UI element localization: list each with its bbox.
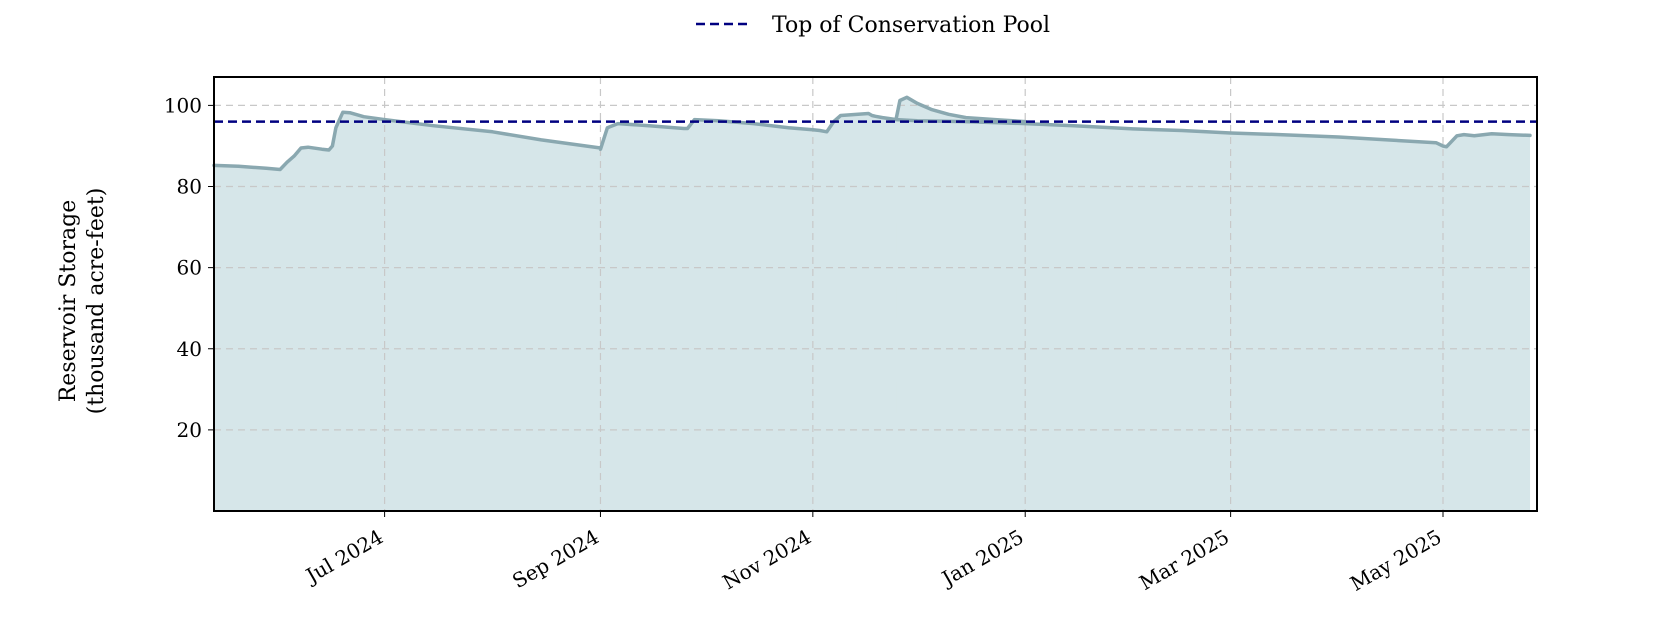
plot-frame	[213, 76, 1538, 512]
storage-series-line-0	[212, 110, 1532, 172]
y-axis-label-line-2: (thousand acre-feet)	[84, 188, 109, 415]
y-tick-label: 100	[164, 93, 202, 117]
y-axis-label: Reservoir Storage (thousand acre-feet)	[56, 188, 109, 415]
x-tick-label: Mar 2025	[1135, 525, 1233, 595]
legend: Top of Conservation Pool	[696, 13, 1050, 38]
plot-area: 20 40 60 80 100 Jul 2024 Sep 2024 Nov 2024 Jan 2…	[164, 76, 1538, 596]
storage-series-line-1	[894, 95, 1027, 124]
storage-area-fill	[214, 112, 1531, 512]
y-tick-label: 40	[177, 337, 202, 361]
y-tick-label: 20	[177, 418, 202, 442]
x-tick-label: Sep 2024	[508, 525, 603, 594]
y-axis-label-line-1: Reservoir Storage	[56, 200, 81, 403]
y-tick-label: 80	[177, 175, 202, 199]
y-tick-label: 60	[177, 256, 202, 280]
storage-spike-fill	[896, 97, 1026, 512]
x-tick-label: May 2025	[1346, 525, 1445, 596]
x-tick-label: Jul 2024	[300, 525, 387, 589]
x-tick-label: Nov 2024	[718, 525, 815, 595]
x-tick-label: Jan 2025	[936, 525, 1028, 592]
legend-label-conservation-pool: Top of Conservation Pool	[772, 13, 1050, 38]
